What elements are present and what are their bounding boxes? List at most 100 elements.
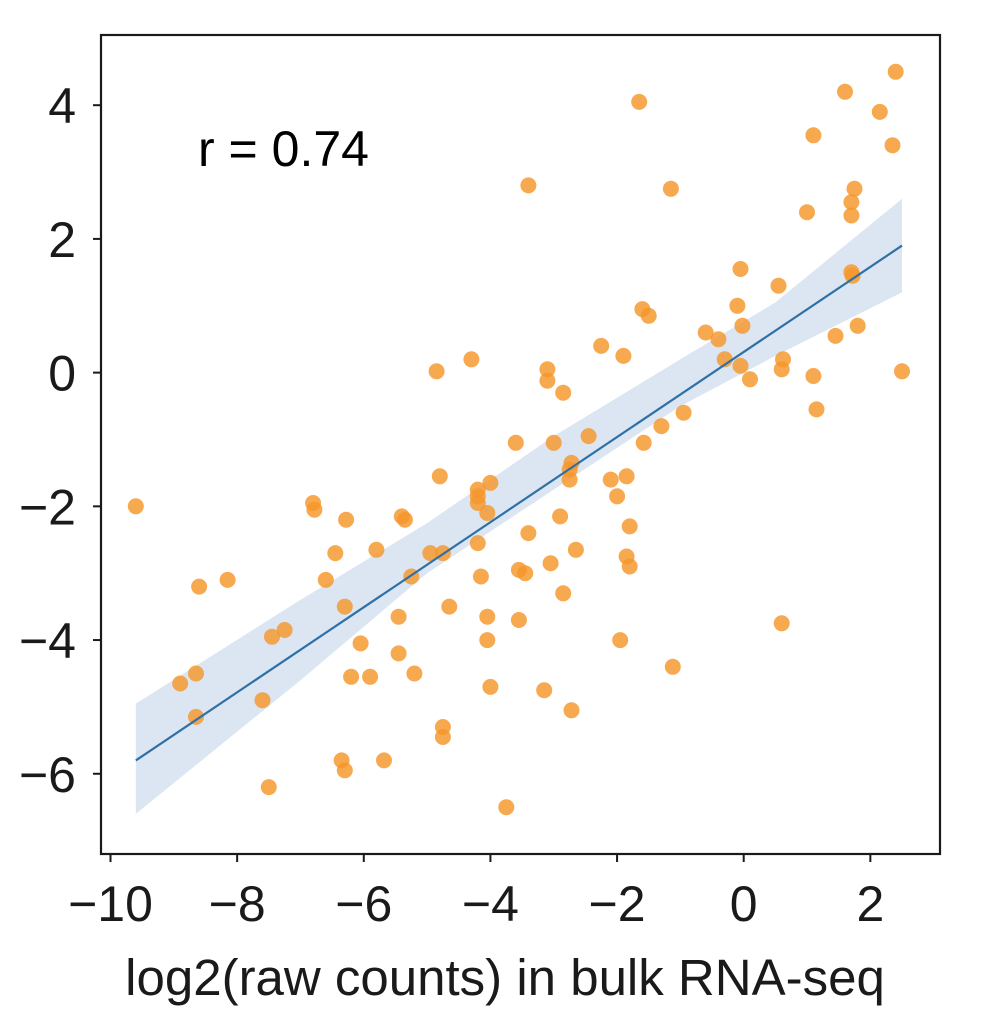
data-point bbox=[770, 277, 787, 294]
data-point bbox=[539, 372, 556, 389]
data-point bbox=[635, 434, 652, 451]
data-point bbox=[545, 434, 562, 451]
data-point bbox=[191, 578, 208, 595]
data-point bbox=[675, 404, 692, 421]
x-tick-label: −8 bbox=[209, 876, 266, 932]
data-point bbox=[172, 675, 189, 692]
data-point bbox=[621, 558, 638, 575]
data-point bbox=[734, 317, 751, 334]
data-point bbox=[593, 337, 610, 354]
data-point bbox=[406, 665, 423, 682]
x-tick-label: −10 bbox=[68, 876, 153, 932]
data-point bbox=[352, 635, 369, 652]
data-point bbox=[127, 498, 144, 515]
data-point bbox=[773, 615, 790, 632]
data-point bbox=[846, 180, 863, 197]
data-point bbox=[498, 799, 515, 816]
x-tick-label: 2 bbox=[856, 876, 884, 932]
y-tick-label: 4 bbox=[48, 78, 76, 134]
data-point bbox=[732, 357, 749, 374]
data-point bbox=[260, 779, 277, 796]
data-point bbox=[662, 180, 679, 197]
x-tick-label: −4 bbox=[462, 876, 519, 932]
data-point bbox=[517, 565, 534, 582]
data-point bbox=[510, 612, 527, 628]
data-point bbox=[542, 555, 559, 572]
x-tick-label: −6 bbox=[335, 876, 392, 932]
data-point bbox=[729, 297, 746, 314]
data-point bbox=[536, 682, 553, 699]
plot-frame bbox=[99, 33, 942, 856]
data-point bbox=[317, 571, 334, 588]
data-point bbox=[887, 63, 904, 80]
data-point bbox=[276, 622, 293, 638]
data-point bbox=[612, 632, 629, 649]
data-point bbox=[871, 103, 888, 120]
data-point bbox=[327, 545, 344, 562]
data-point bbox=[631, 93, 648, 110]
data-point bbox=[808, 401, 825, 418]
regression-line-layer bbox=[135, 244, 903, 762]
data-point bbox=[843, 194, 860, 211]
data-point bbox=[336, 598, 353, 615]
data-point bbox=[469, 495, 486, 511]
data-point bbox=[563, 454, 580, 471]
data-point bbox=[805, 368, 822, 384]
data-point bbox=[362, 668, 379, 685]
data-point bbox=[422, 545, 439, 562]
data-point bbox=[621, 518, 638, 535]
data-point bbox=[482, 474, 499, 491]
data-point bbox=[306, 501, 323, 518]
data-point bbox=[884, 137, 901, 154]
data-point bbox=[618, 468, 635, 485]
data-point bbox=[837, 83, 853, 100]
x-tick-label: 0 bbox=[730, 876, 758, 932]
data-point bbox=[552, 508, 569, 525]
data-point bbox=[390, 645, 407, 662]
data-point bbox=[188, 708, 204, 725]
data-point bbox=[732, 261, 749, 277]
data-point bbox=[336, 762, 353, 779]
data-point bbox=[188, 665, 204, 682]
data-point bbox=[710, 331, 727, 348]
data-point bbox=[664, 658, 681, 675]
data-point bbox=[343, 668, 360, 685]
data-point bbox=[844, 267, 861, 284]
data-point bbox=[434, 729, 451, 745]
confidence-band bbox=[135, 198, 903, 814]
data-point bbox=[368, 541, 385, 558]
data-point bbox=[555, 384, 572, 401]
data-point bbox=[563, 702, 580, 719]
x-tick-label: −2 bbox=[589, 876, 646, 932]
axes-layer: −10 −8 −6 −4 −2 0 2 −6 −4 −2 0 2 4 bbox=[19, 33, 942, 932]
y-tick-label: −6 bbox=[19, 747, 76, 803]
data-point bbox=[463, 351, 480, 368]
data-point bbox=[640, 307, 657, 324]
data-point bbox=[609, 488, 626, 505]
data-points-layer bbox=[127, 63, 910, 816]
data-point bbox=[390, 608, 407, 625]
data-point bbox=[555, 585, 572, 602]
data-point bbox=[561, 471, 578, 488]
data-point bbox=[894, 363, 910, 380]
data-point bbox=[431, 468, 448, 485]
data-point bbox=[472, 568, 489, 585]
data-point bbox=[507, 434, 524, 451]
data-point bbox=[615, 347, 632, 364]
data-point bbox=[539, 361, 556, 378]
y-tick-label: 0 bbox=[48, 346, 76, 402]
data-point bbox=[742, 371, 758, 388]
data-point bbox=[428, 363, 445, 380]
data-point bbox=[520, 525, 537, 542]
data-point bbox=[396, 511, 413, 528]
data-point bbox=[441, 598, 458, 615]
data-point bbox=[376, 752, 392, 769]
data-point bbox=[827, 327, 844, 344]
y-tick-label: −2 bbox=[19, 479, 76, 535]
x-axis-label: log2(raw counts) in bulk RNA-seq bbox=[125, 949, 885, 1006]
data-point bbox=[602, 471, 619, 488]
data-point bbox=[254, 692, 271, 709]
data-point bbox=[264, 628, 280, 645]
data-point bbox=[469, 535, 486, 552]
